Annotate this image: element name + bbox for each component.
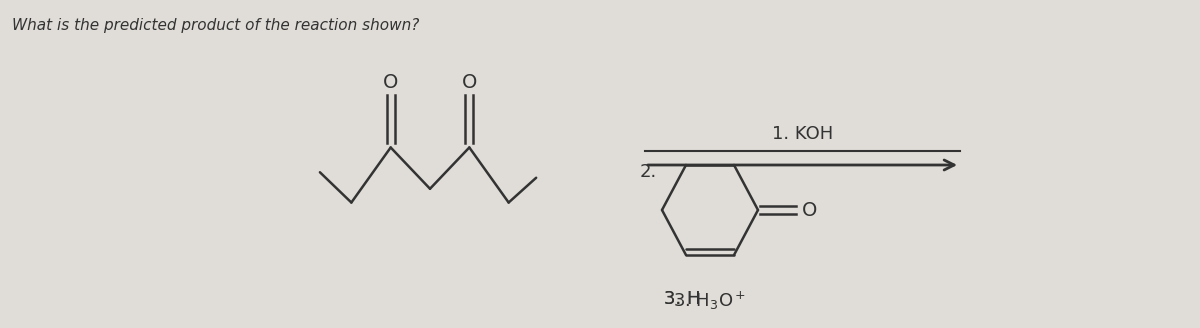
Text: O: O [462,73,478,92]
Text: 3. H$_3$O$^+$: 3. H$_3$O$^+$ [673,290,746,312]
Text: O: O [802,200,817,219]
Text: O: O [383,73,398,92]
Text: 2.: 2. [640,163,658,181]
Text: 1. KOH: 1. KOH [772,125,833,143]
Text: What is the predicted product of the reaction shown?: What is the predicted product of the rea… [12,18,419,33]
Text: 3. H: 3. H [664,290,700,308]
Text: 3. H: 3. H [664,290,700,308]
